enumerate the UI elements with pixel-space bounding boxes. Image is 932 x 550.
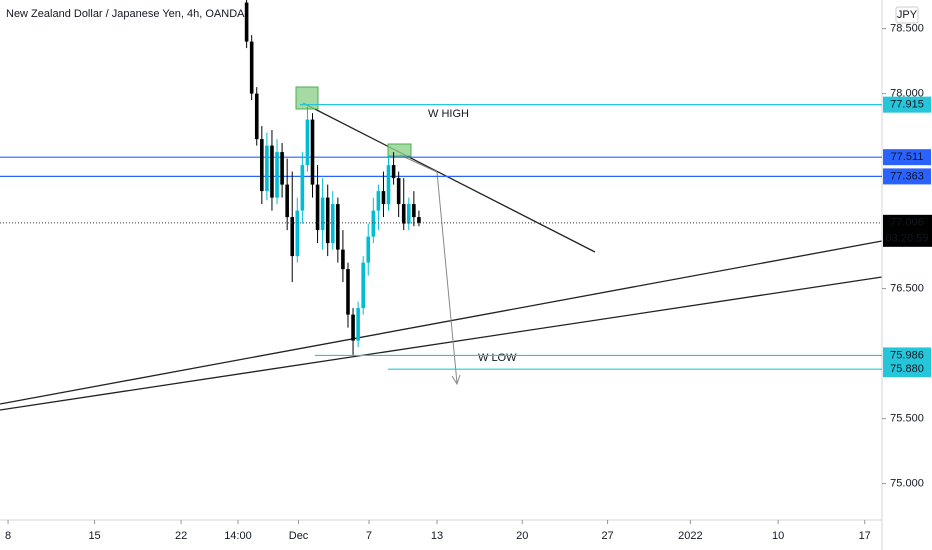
candle-body [249, 41, 254, 94]
countdown: 03:20:59 [886, 233, 929, 245]
trend-line [0, 276, 883, 411]
currency-box [895, 6, 919, 24]
candle-body [265, 145, 269, 192]
x-tick-label: 17 [859, 530, 871, 542]
candle-body [290, 217, 295, 257]
level-label-bg [883, 361, 931, 378]
candle-body [381, 191, 386, 205]
y-tick-label: 76.500 [890, 283, 924, 295]
candle-body [346, 269, 350, 315]
level-label: 77.363 [890, 170, 924, 182]
candle-body [361, 262, 365, 309]
candle-body [300, 165, 305, 211]
candle-body [305, 119, 310, 166]
last-price-bg [883, 214, 932, 247]
annotation: W HIGH [428, 108, 469, 120]
candle-body [310, 119, 315, 185]
candle-body [336, 204, 340, 250]
candle-body [280, 152, 284, 185]
candle-body [396, 178, 401, 205]
candle-body [376, 191, 381, 211]
currency: JPY [897, 9, 918, 21]
x-tick-label: 10 [772, 530, 784, 542]
candle-body [391, 165, 396, 179]
x-tick-label: 13 [431, 530, 443, 542]
x-tick-label: 20 [516, 530, 528, 542]
candle-body [244, 2, 249, 42]
projection-arrow [436, 171, 458, 384]
level-label: 77.511 [891, 151, 924, 163]
x-tick-label: 27 [601, 530, 613, 542]
candle-body [330, 204, 335, 244]
x-tick-label: 15 [88, 530, 100, 542]
last-price-label: 77.006 [890, 217, 924, 229]
candle-body [341, 249, 345, 270]
candle-body [417, 217, 421, 223]
highlight-box [295, 86, 319, 110]
annotation: W LOW [478, 352, 517, 364]
highlight-box [387, 143, 412, 157]
level-label-bg [883, 96, 931, 113]
level-label: 77.915 [890, 99, 924, 111]
x-tick-label: 22 [175, 530, 187, 542]
trend-line [302, 102, 596, 253]
chart-title: New Zealand Dollar / Japanese Yen, 4h, O… [6, 8, 245, 20]
level-label-bg [883, 168, 931, 185]
candle-body [270, 145, 274, 198]
candle-body [406, 204, 411, 224]
trend-line [0, 240, 883, 405]
level-label: 75.986 [890, 349, 924, 361]
candle-body [401, 204, 406, 224]
x-tick-label: 2022 [678, 530, 702, 542]
candle-body [320, 197, 325, 231]
candle-body [386, 165, 391, 205]
y-tick-label: 75.000 [890, 478, 924, 490]
x-tick-label: 14:00 [224, 530, 252, 542]
level-label: 75.880 [890, 363, 924, 375]
candle-body [275, 152, 279, 198]
arrow-head [451, 374, 461, 386]
candle-body [371, 210, 376, 237]
projection-line [399, 154, 438, 173]
candle-body [412, 204, 416, 218]
candle-body [356, 308, 360, 341]
candle-body [351, 314, 355, 341]
candle-body [325, 197, 330, 244]
x-tick-label: 8 [5, 530, 11, 542]
x-tick-label: 7 [366, 530, 372, 542]
candle-body [285, 184, 289, 218]
candle-body [254, 93, 259, 140]
level-label-bg [883, 149, 931, 166]
level-label-bg [883, 347, 931, 364]
candle-body [260, 139, 264, 192]
candle-body [315, 184, 320, 231]
candle-body [366, 236, 371, 263]
y-tick-label: 78.000 [890, 88, 924, 100]
y-tick-label: 78.500 [890, 23, 924, 35]
y-tick-label: 75.500 [890, 413, 924, 425]
candle-body [295, 210, 300, 257]
x-tick-label: Dec [289, 530, 309, 542]
